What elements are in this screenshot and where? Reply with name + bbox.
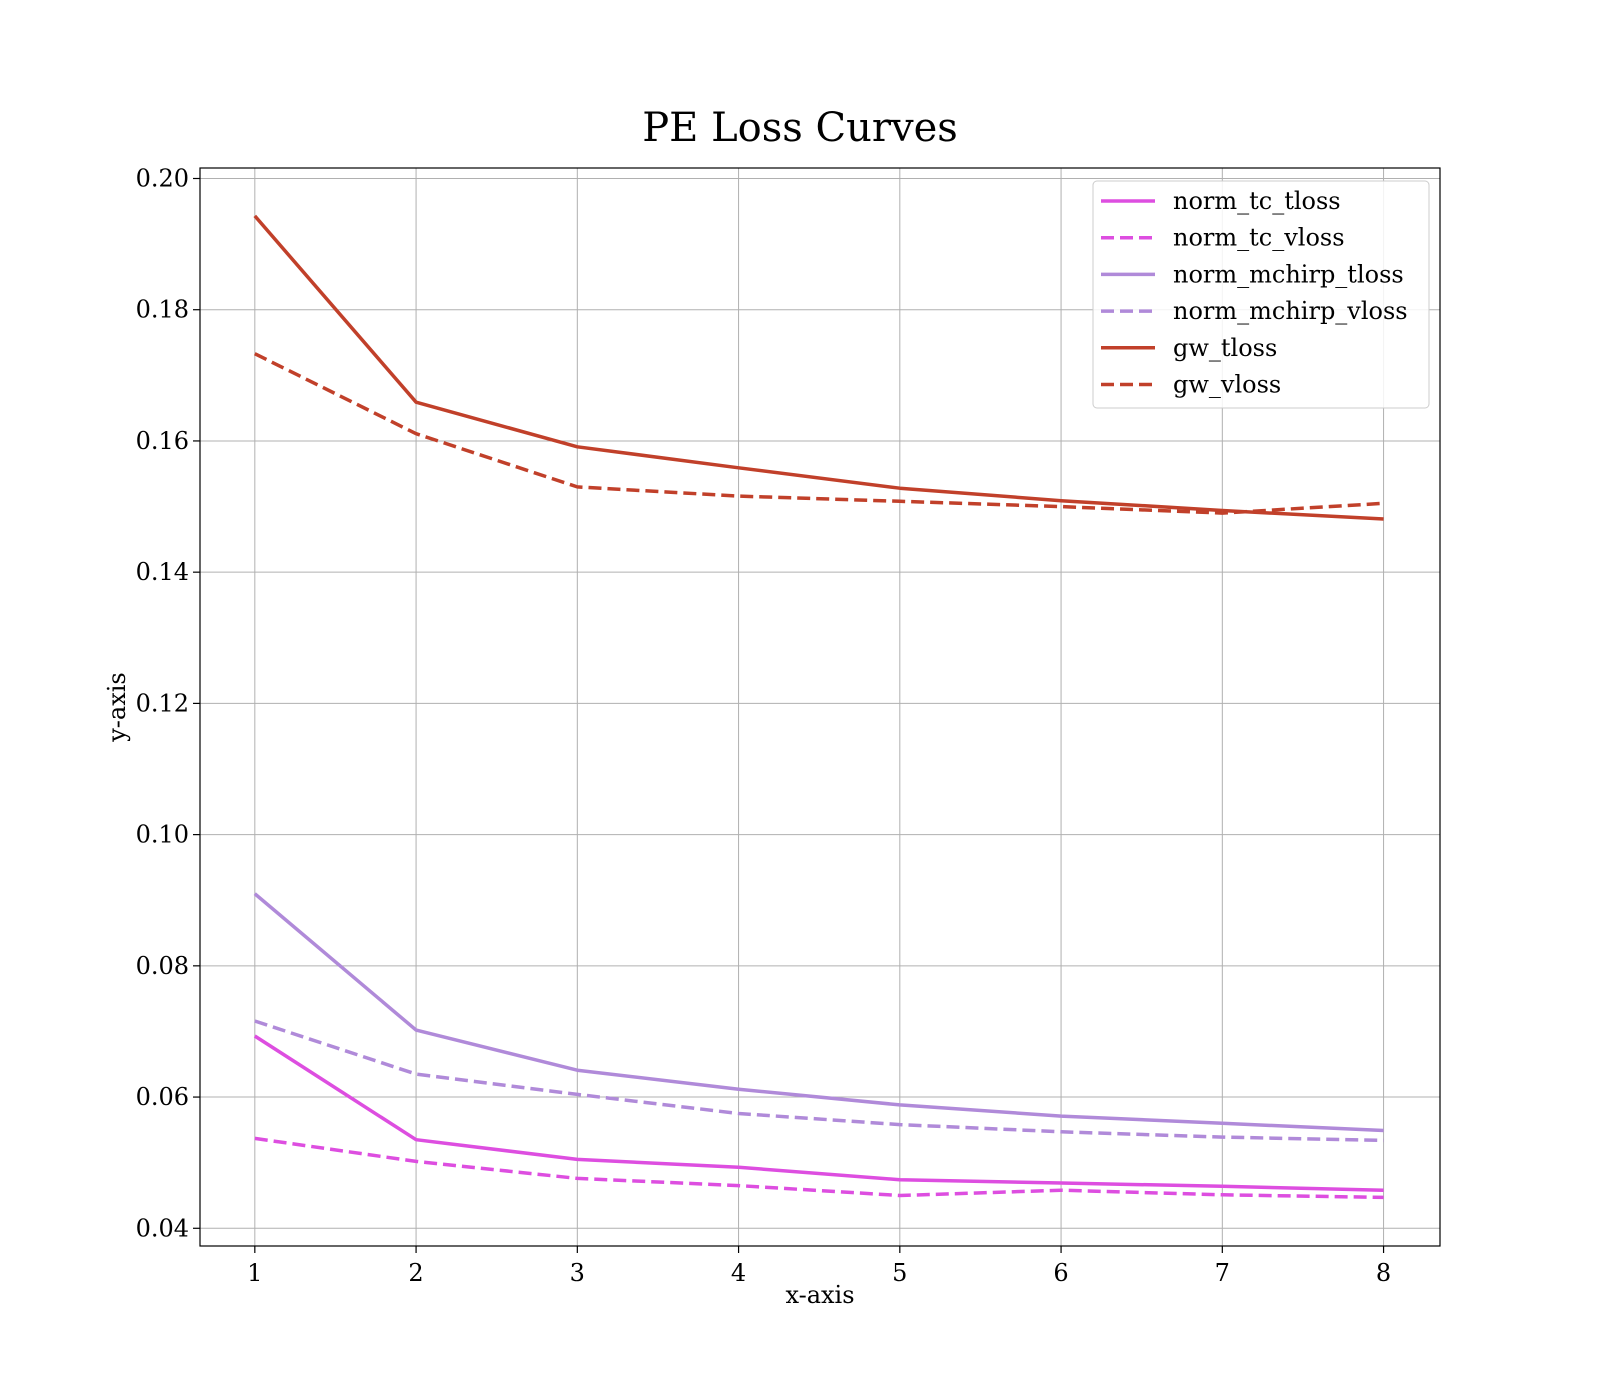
legend-frame: [1092, 180, 1430, 409]
legend-label: gw_tloss: [1173, 334, 1277, 362]
x-tick-label: 5: [892, 1259, 907, 1287]
y-tick-label: 0.10: [136, 821, 189, 849]
legend-label: gw_vloss: [1173, 371, 1281, 399]
x-axis-label: x-axis: [785, 1281, 854, 1309]
y-tick-label: 0.16: [136, 427, 189, 455]
y-axis-label: y-axis: [103, 672, 131, 743]
y-tick-label: 0.14: [136, 558, 189, 586]
series-line-gw-tloss: [253, 214, 1384, 521]
y-tick-label: 0.04: [136, 1214, 189, 1242]
x-tick-label: 3: [570, 1259, 585, 1287]
x-tick-label: 6: [1053, 1259, 1068, 1287]
y-tick-label: 0.08: [136, 952, 189, 980]
plot-area: [199, 167, 1441, 1247]
legend-label: norm_mchirp_vloss: [1173, 297, 1408, 325]
series-group: [253, 214, 1384, 1200]
series-line-norm-tc-vloss: [254, 1136, 1384, 1200]
legend: norm_tc_tloss norm_tc_vloss norm_mchirp_tl…: [1092, 180, 1430, 409]
x-tick-label: 1: [247, 1259, 262, 1287]
y-tick-label: 0.18: [136, 296, 189, 324]
x-tick-label: 7: [1215, 1259, 1230, 1287]
x-tick-label: 2: [408, 1259, 423, 1287]
y-tick-label: 0.20: [136, 164, 189, 192]
series-line-gw-vloss: [254, 352, 1384, 515]
legend-label: norm_mchirp_tloss: [1173, 260, 1404, 288]
x-axis: 1 2 3 4 5 6 7 8: [247, 1246, 1391, 1287]
series-line-norm-mchirp-vloss: [254, 1019, 1384, 1143]
chart-title: PE Loss Curves: [642, 105, 958, 151]
series-line-norm-tc-tloss: [253, 1034, 1384, 1192]
legend-label: norm_tc_tloss: [1173, 187, 1341, 215]
grid: [200, 168, 1440, 1246]
y-tick-label: 0.06: [136, 1083, 189, 1111]
x-tick-label: 8: [1376, 1259, 1391, 1287]
x-tick-label: 4: [731, 1259, 746, 1287]
y-axis: 0.04 0.06 0.08 0.10 0.12 0.14 0.16 0.18 0.20: [136, 164, 200, 1242]
series-line-norm-mchirp-tloss: [253, 892, 1384, 1133]
legend-label: norm_tc_vloss: [1173, 224, 1345, 252]
y-tick-label: 0.12: [136, 689, 189, 717]
